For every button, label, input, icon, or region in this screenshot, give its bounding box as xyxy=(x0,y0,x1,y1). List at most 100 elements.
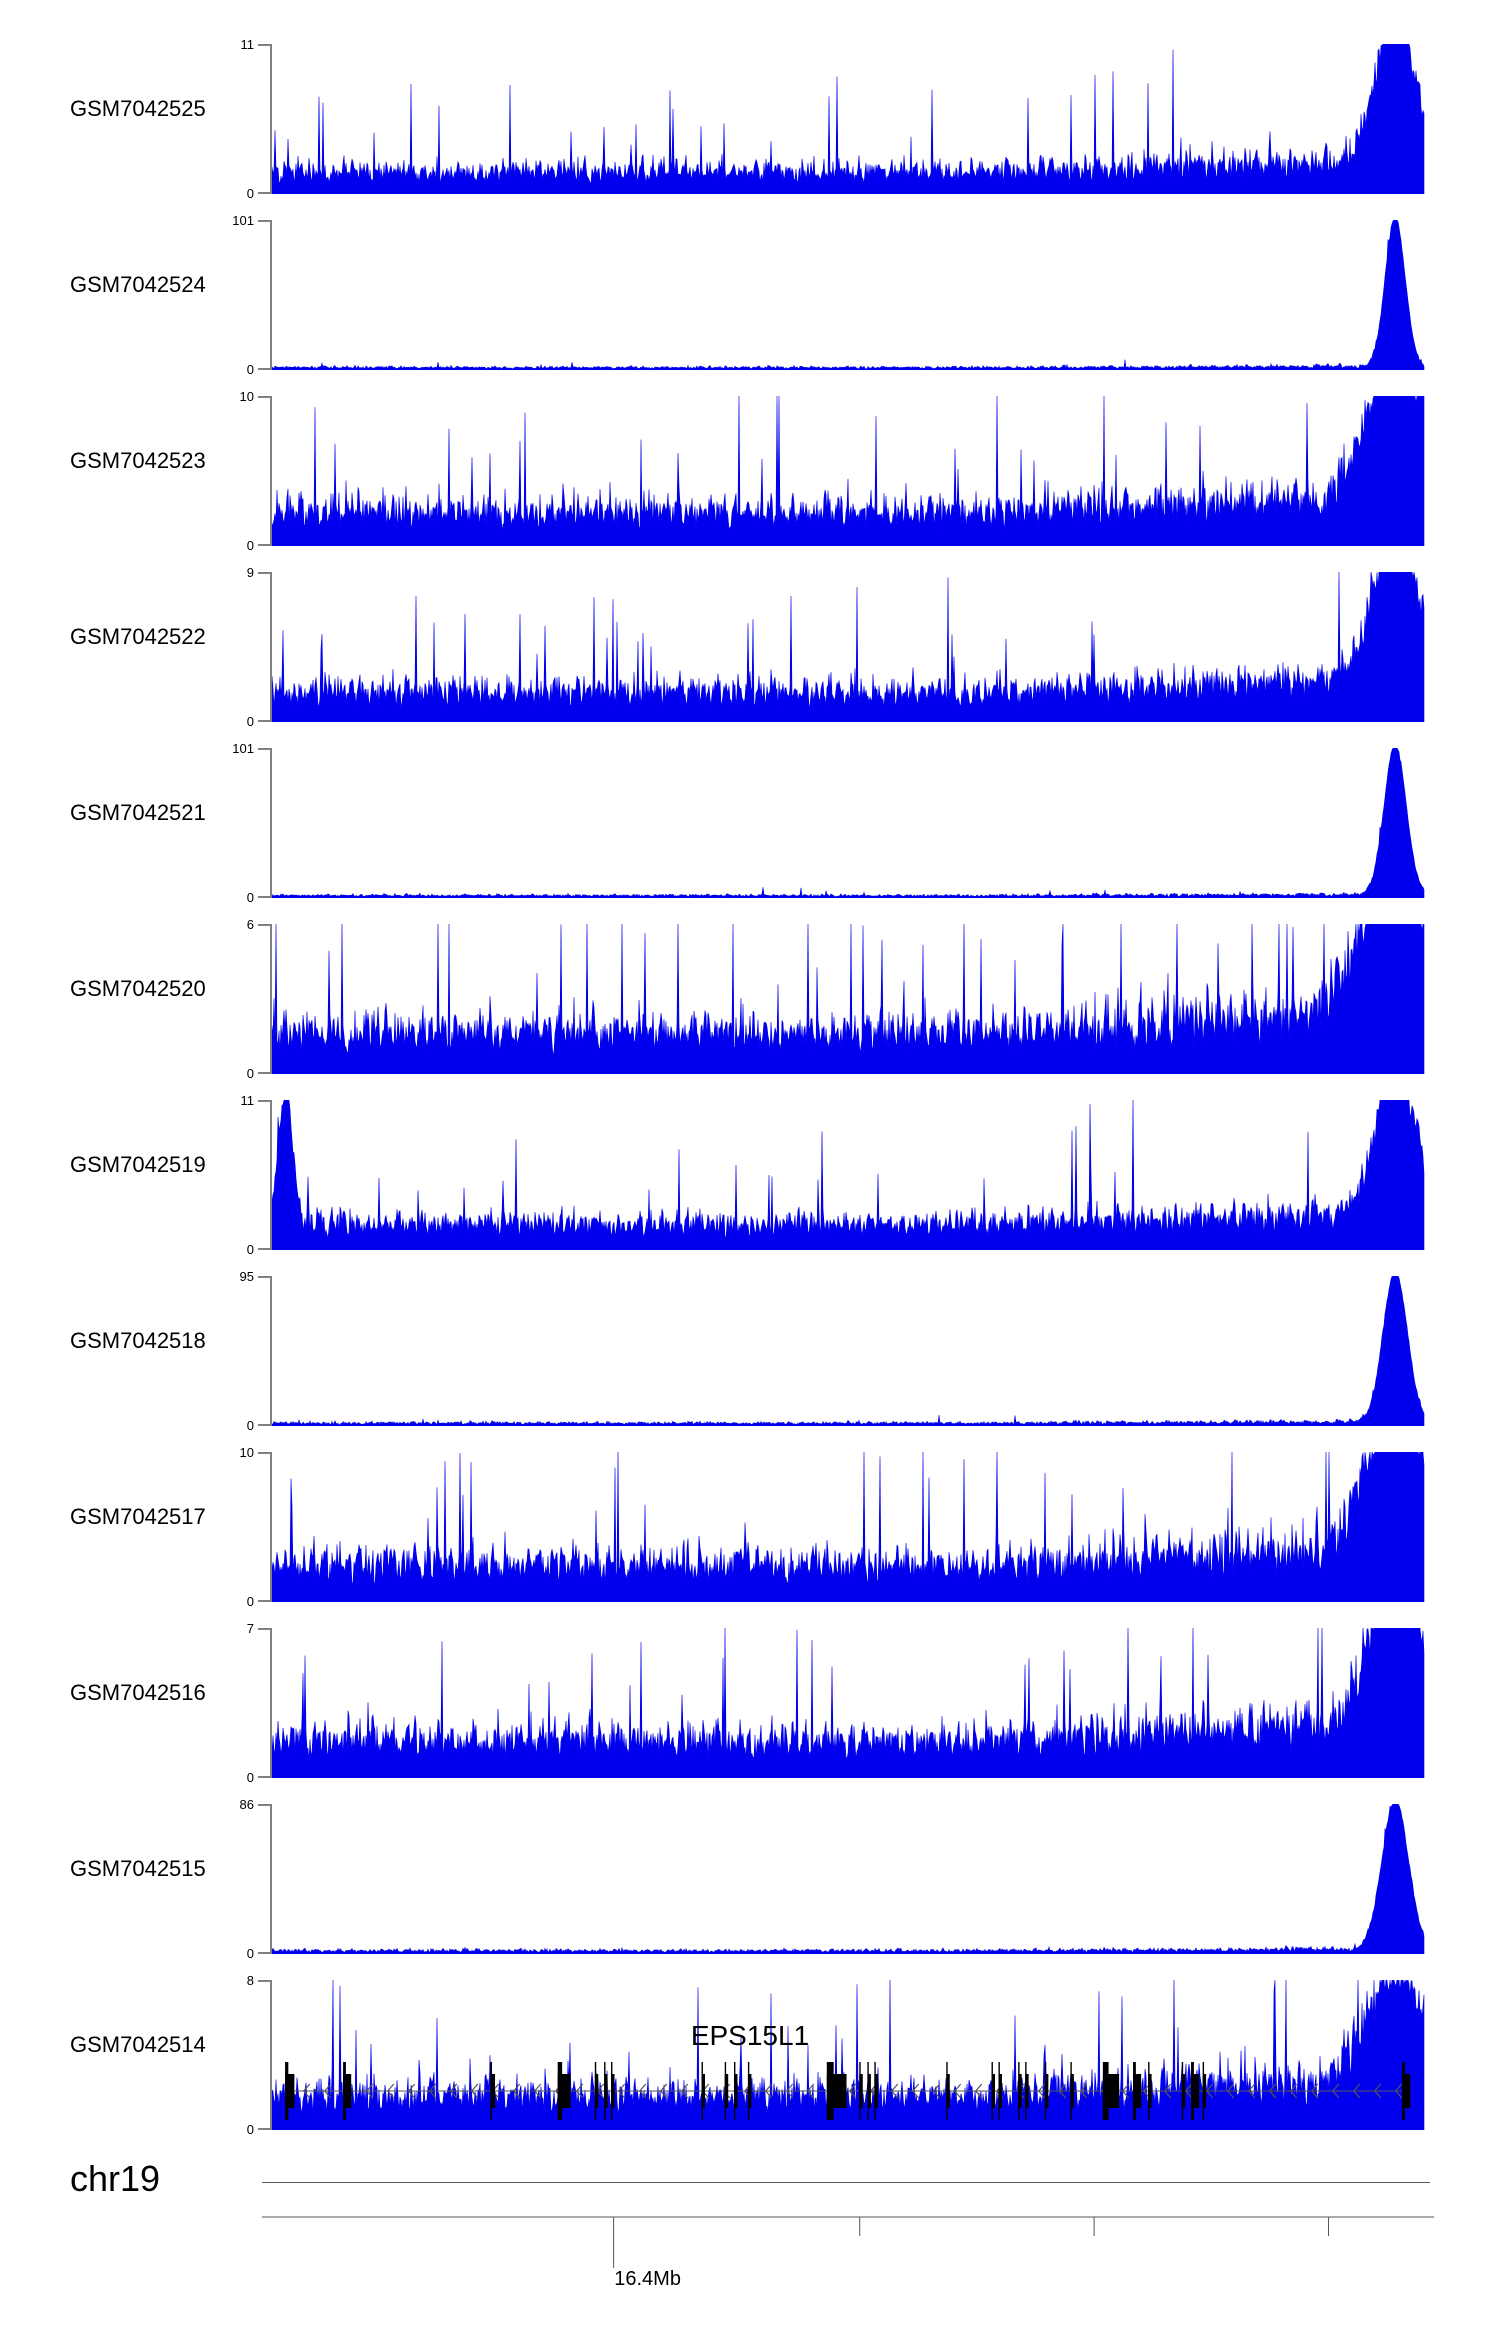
strand-arrow-icon xyxy=(1310,2083,1319,2099)
strand-arrow-icon xyxy=(470,2083,479,2099)
track-plot-area[interactable]: 11 0 xyxy=(241,1094,1425,1256)
strand-arrow-icon xyxy=(1289,2083,1298,2099)
exon-box xyxy=(1402,2074,1411,2108)
strand-arrow-icon xyxy=(890,2083,899,2099)
exon-box xyxy=(946,2074,950,2108)
y-axis-min-tick xyxy=(258,1248,270,1250)
coverage-signal xyxy=(272,572,1425,722)
strand-arrow-icon xyxy=(974,2083,983,2099)
coverage-signal xyxy=(272,1628,1425,1778)
coverage-signal xyxy=(272,748,1425,898)
y-axis-min-label: 0 xyxy=(246,1770,254,1785)
exon-box xyxy=(343,2074,352,2108)
coverage-signal xyxy=(272,220,1425,370)
y-axis-max-label: 95 xyxy=(239,1269,254,1284)
track-sample-label: GSM7042515 xyxy=(70,1856,206,1881)
track-plot-area[interactable]: 95 0 xyxy=(240,1270,1425,1432)
y-axis-min-label: 0 xyxy=(246,1418,254,1433)
strand-arrow-icon xyxy=(323,2083,332,2099)
coverage-signal xyxy=(272,1452,1425,1602)
track-y-axis xyxy=(270,1100,272,1250)
gene-name-label: EPS15L1 xyxy=(690,2020,810,2051)
track-sample-label: GSM7042520 xyxy=(70,976,206,1001)
exon-box xyxy=(998,2074,1002,2108)
track-plot-area[interactable]: 10 0 xyxy=(240,1446,1425,1608)
track-y-axis xyxy=(270,572,272,722)
exon-box xyxy=(490,2074,496,2108)
strand-arrow-icon xyxy=(1037,2083,1046,2099)
exon-box xyxy=(1044,2074,1049,2108)
y-axis-min-label: 0 xyxy=(246,362,254,377)
y-axis-min-tick xyxy=(258,1952,270,1954)
y-axis-max-label: 9 xyxy=(246,565,254,580)
y-axis-min-tick xyxy=(258,1072,270,1074)
y-axis-min-label: 0 xyxy=(246,1242,254,1257)
strand-arrow-icon xyxy=(848,2083,857,2099)
strand-arrow-icon xyxy=(1016,2083,1025,2099)
strand-arrow-icon xyxy=(1205,2083,1214,2099)
y-axis-min-label: 0 xyxy=(246,538,254,553)
y-axis-min-tick xyxy=(258,1776,270,1778)
strand-arrow-icon xyxy=(1352,2083,1361,2099)
exon-box xyxy=(1102,2074,1120,2108)
strand-arrow-icon xyxy=(512,2083,521,2099)
y-axis-min-tick xyxy=(258,1424,270,1426)
coverage-signal xyxy=(272,1100,1425,1250)
strand-arrow-icon xyxy=(1184,2083,1193,2099)
track-plot-area[interactable]: 101 0 xyxy=(232,214,1425,376)
strand-arrow-icon xyxy=(365,2083,374,2099)
track-y-axis xyxy=(270,396,272,546)
coverage-track-gsm7042521: GSM7042521 101 0 xyxy=(0,736,1500,912)
strand-arrow-icon xyxy=(785,2083,794,2099)
coverage-track-gsm7042522: GSM7042522 9 0 xyxy=(0,560,1500,736)
y-axis-min-tick xyxy=(258,896,270,898)
track-y-axis xyxy=(270,220,272,370)
strand-arrow-icon xyxy=(1163,2083,1172,2099)
track-y-axis xyxy=(270,44,272,194)
exon-box xyxy=(747,2074,752,2108)
strand-arrow-icon xyxy=(932,2083,941,2099)
exon-box xyxy=(701,2074,705,2108)
strand-arrow-icon xyxy=(386,2083,395,2099)
y-axis-max-tick xyxy=(258,1100,270,1102)
y-axis-min-tick xyxy=(258,192,270,194)
track-plot-area[interactable]: 101 0 xyxy=(232,742,1425,904)
strand-arrow-icon xyxy=(1268,2083,1277,2099)
exon-box xyxy=(557,2074,571,2108)
strand-arrow-icon xyxy=(428,2083,437,2099)
exon-box xyxy=(285,2074,295,2108)
y-axis-max-tick xyxy=(258,44,270,46)
gene-model-diagram[interactable] xyxy=(270,2056,1430,2126)
exon-box xyxy=(1181,2074,1186,2108)
exon-box xyxy=(874,2074,878,2108)
coverage-signal xyxy=(272,1276,1425,1426)
y-axis-min-tick xyxy=(258,544,270,546)
y-axis-max-label: 11 xyxy=(240,37,255,52)
strand-arrow-icon xyxy=(953,2083,962,2099)
exon-box xyxy=(734,2074,738,2108)
strand-arrow-icon xyxy=(1079,2083,1088,2099)
coverage-track-gsm7042523: GSM7042523 10 0 xyxy=(0,384,1500,560)
strand-arrow-icon xyxy=(659,2083,668,2099)
track-plot-area[interactable]: 11 0 xyxy=(241,38,1425,200)
y-axis-max-label: 6 xyxy=(246,917,254,932)
exon-box xyxy=(1191,2074,1200,2108)
track-sample-label: GSM7042522 xyxy=(70,624,206,649)
coverage-track-gsm7042520: GSM7042520 6 0 xyxy=(0,912,1500,1088)
y-axis-max-label: 8 xyxy=(246,1973,254,1988)
track-plot-area[interactable]: 86 0 xyxy=(240,1798,1425,1960)
strand-arrow-icon xyxy=(617,2083,626,2099)
track-plot-area[interactable]: 10 0 xyxy=(240,390,1425,552)
y-axis-max-tick xyxy=(258,1452,270,1454)
strand-arrow-icon xyxy=(1331,2083,1340,2099)
coverage-signal xyxy=(272,924,1425,1074)
strand-arrow-icon xyxy=(1394,2083,1403,2099)
track-y-axis xyxy=(270,1452,272,1602)
track-y-axis xyxy=(270,1276,272,1426)
exon-box xyxy=(1018,2074,1022,2108)
genomic-coordinate-ruler[interactable] xyxy=(262,2216,1434,2276)
track-sample-label: GSM7042523 xyxy=(70,448,206,473)
